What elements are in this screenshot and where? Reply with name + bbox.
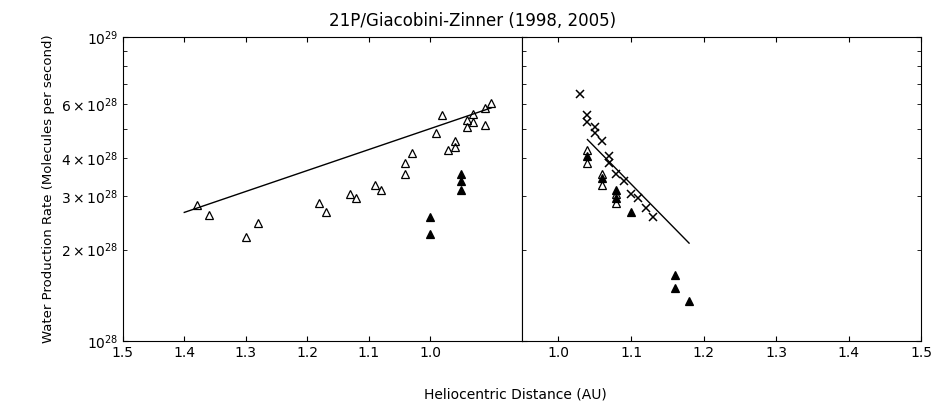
Text: 21P/Giacobini-Zinner (1998, 2005): 21P/Giacobini-Zinner (1998, 2005) [329,12,615,30]
Text: Heliocentric Distance (AU): Heliocentric Distance (AU) [423,388,606,402]
Y-axis label: Water Production Rate (Molecules per second): Water Production Rate (Molecules per sec… [42,35,55,343]
